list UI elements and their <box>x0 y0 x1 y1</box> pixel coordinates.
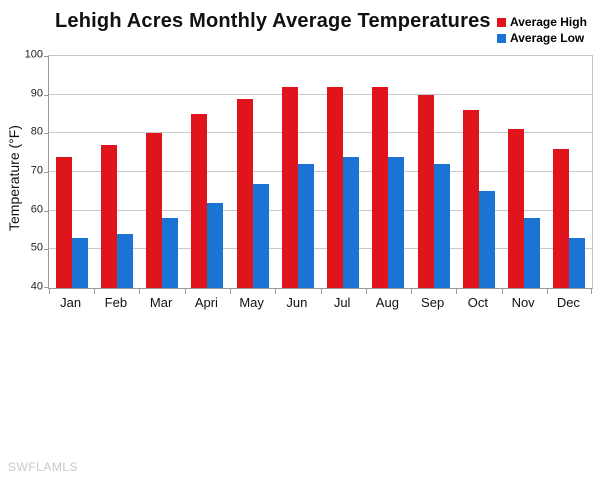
y-tick-40 <box>44 287 49 288</box>
bar-group-aug <box>366 56 411 288</box>
x-tick-1 <box>94 289 96 294</box>
x-tick-10 <box>501 289 503 294</box>
x-axis-label-jan: Jan <box>60 295 82 310</box>
bar-average-low-jul <box>343 156 360 288</box>
x-axis-label-jun: Jun <box>286 295 308 310</box>
bar-average-high-jul <box>327 86 344 288</box>
x-tick-9 <box>456 289 458 294</box>
bar-group-nov <box>502 56 547 288</box>
bar-average-high-may <box>236 98 253 288</box>
gridline-50 <box>49 248 592 250</box>
legend-item-average-high: Average High <box>497 14 587 30</box>
bar-group-mar <box>140 56 185 288</box>
x-axis-label-mar: Mar <box>149 295 173 310</box>
legend-swatch-low <box>497 33 506 43</box>
y-axis-tick-label-70: 70 <box>30 164 43 177</box>
chart-title: Lehigh Acres Monthly Average Temperature… <box>55 10 491 32</box>
bar-average-low-apri <box>207 202 224 288</box>
bar-average-high-mar <box>146 133 163 288</box>
bar-average-low-jan <box>71 237 88 288</box>
x-tick-3 <box>184 289 186 294</box>
bar-average-high-nov <box>508 129 525 288</box>
legend-label-average-high: Average High <box>510 15 587 29</box>
x-axis-label-dec: Dec <box>556 295 580 310</box>
bar-average-high-feb <box>100 144 117 288</box>
x-tick-6 <box>320 289 322 294</box>
bar-average-high-jan <box>55 156 72 288</box>
bar-group-apri <box>185 56 230 288</box>
y-tick-70 <box>44 172 49 173</box>
y-axis-tick-label-90: 90 <box>30 87 43 100</box>
bar-group-sep <box>411 56 456 288</box>
y-tick-100 <box>44 56 49 57</box>
bar-group-may <box>230 56 275 288</box>
bar-average-high-apri <box>191 114 208 288</box>
x-tick-2 <box>139 289 141 294</box>
x-tick-8 <box>410 289 412 294</box>
bar-average-high-dec <box>553 148 570 288</box>
bar-average-low-aug <box>388 156 405 288</box>
legend-swatch-high <box>497 17 506 27</box>
y-axis-tick-labels: 40 50 60 70 80 90 100 <box>12 49 43 292</box>
bar-average-low-mar <box>162 218 179 288</box>
y-axis-tick-label-40: 40 <box>30 280 43 293</box>
x-axis-label-sep: Sep <box>421 295 445 310</box>
bar-group-dec <box>547 56 592 288</box>
bar-group-oct <box>456 56 501 288</box>
gridline-90 <box>49 93 592 95</box>
y-axis-tick-label-60: 60 <box>30 203 43 216</box>
x-axis-label-oct: Oct <box>467 295 488 310</box>
x-tick-4 <box>229 289 231 294</box>
x-tick-11 <box>546 289 548 294</box>
bar-average-low-dec <box>569 237 586 288</box>
bar-group-jun <box>275 56 320 288</box>
bar-average-high-jun <box>281 86 298 288</box>
y-tick-50 <box>44 249 49 251</box>
legend-label-average-low: Average Low <box>510 31 585 45</box>
x-axis-label-aug: Aug <box>375 295 399 310</box>
bar-average-low-nov <box>524 218 541 288</box>
bar-group-feb <box>94 56 139 288</box>
x-tick-7 <box>365 289 367 294</box>
legend: Average High Average Low <box>497 14 587 46</box>
gridline-70 <box>49 171 592 172</box>
bar-average-low-oct <box>478 191 495 288</box>
watermark: SWFLAMLS <box>8 460 79 474</box>
bar-group-jan <box>49 56 94 288</box>
x-tick-12 <box>591 289 592 294</box>
bar-average-high-oct <box>462 110 479 288</box>
x-tick-0 <box>49 289 50 294</box>
y-tick-60 <box>44 210 49 212</box>
x-tick-5 <box>275 289 277 294</box>
bar-average-low-feb <box>116 233 133 288</box>
bar-group-jul <box>321 56 366 288</box>
gridline-80 <box>49 132 592 134</box>
bar-average-low-may <box>252 183 269 288</box>
x-axis-label-may: May <box>239 295 264 310</box>
bar-average-low-jun <box>297 164 314 288</box>
bar-average-high-sep <box>417 94 434 288</box>
y-axis-tick-label-80: 80 <box>30 125 43 138</box>
bar-average-low-sep <box>433 164 450 288</box>
gridline-60 <box>49 209 592 211</box>
x-axis-labels: Jan Feb Mar Apri May Jun Jul Aug Sep Oct Nov Dec <box>48 295 591 311</box>
bar-average-high-aug <box>372 86 389 288</box>
y-axis-tick-label-50: 50 <box>30 241 43 254</box>
legend-item-average-low: Average Low <box>497 30 587 46</box>
y-tick-90 <box>44 94 49 96</box>
x-axis-label-feb: Feb <box>104 295 128 310</box>
x-axis-label-jul: Jul <box>333 295 351 310</box>
y-axis-tick-label-100: 100 <box>24 48 43 61</box>
x-axis-label-nov: Nov <box>511 295 535 310</box>
y-tick-80 <box>44 133 49 135</box>
x-axis-label-apri: Apri <box>194 295 218 310</box>
plot-area <box>44 55 593 294</box>
